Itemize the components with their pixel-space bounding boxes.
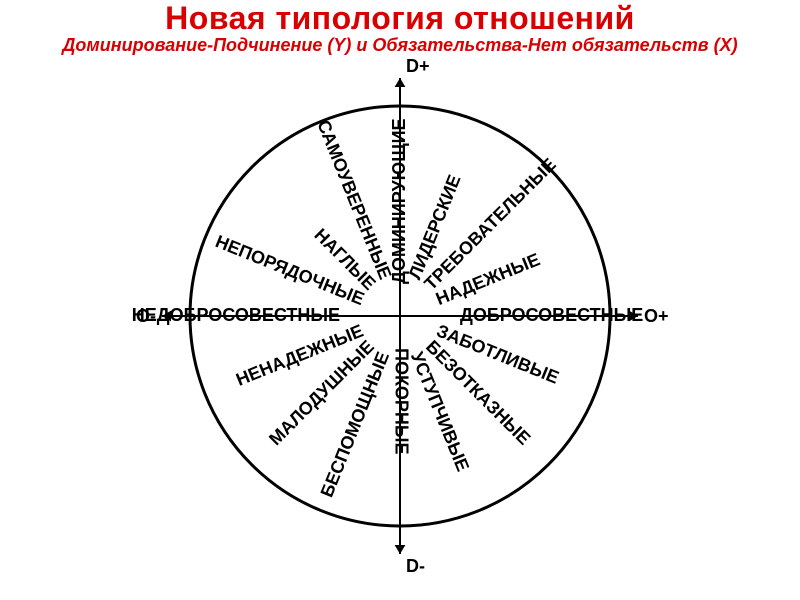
- page-subtitle: Доминирование-Подчинение (Y) и Обязатель…: [0, 35, 800, 56]
- page-title: Новая типология отношений: [0, 0, 800, 37]
- axis-label-y-plus: D+: [406, 56, 430, 76]
- typology-diagram: D+D-O+O-ДОМИНИРУЮЩИЕЛИДЕРСКИЕТРЕБОВАТЕЛЬ…: [0, 56, 800, 586]
- diagram-stage: D+D-O+O-ДОМИНИРУЮЩИЕЛИДЕРСКИЕТРЕБОВАТЕЛЬ…: [0, 56, 800, 586]
- axis-label-y-minus: D-: [406, 556, 425, 576]
- sector-label: ПОКОРНЫЕ: [391, 348, 411, 455]
- axis-label-x-plus: O+: [644, 306, 669, 326]
- axis-arrow: [395, 78, 406, 87]
- axis-arrow: [395, 545, 406, 554]
- sector-label: ДОМИНИРУЮЩИЕ: [389, 118, 409, 284]
- sector-label: ДОБРОСОВЕСТНЫЕ: [460, 305, 643, 325]
- sector-label: НЕДОБРОСОВЕСТНЫЕ: [132, 305, 340, 325]
